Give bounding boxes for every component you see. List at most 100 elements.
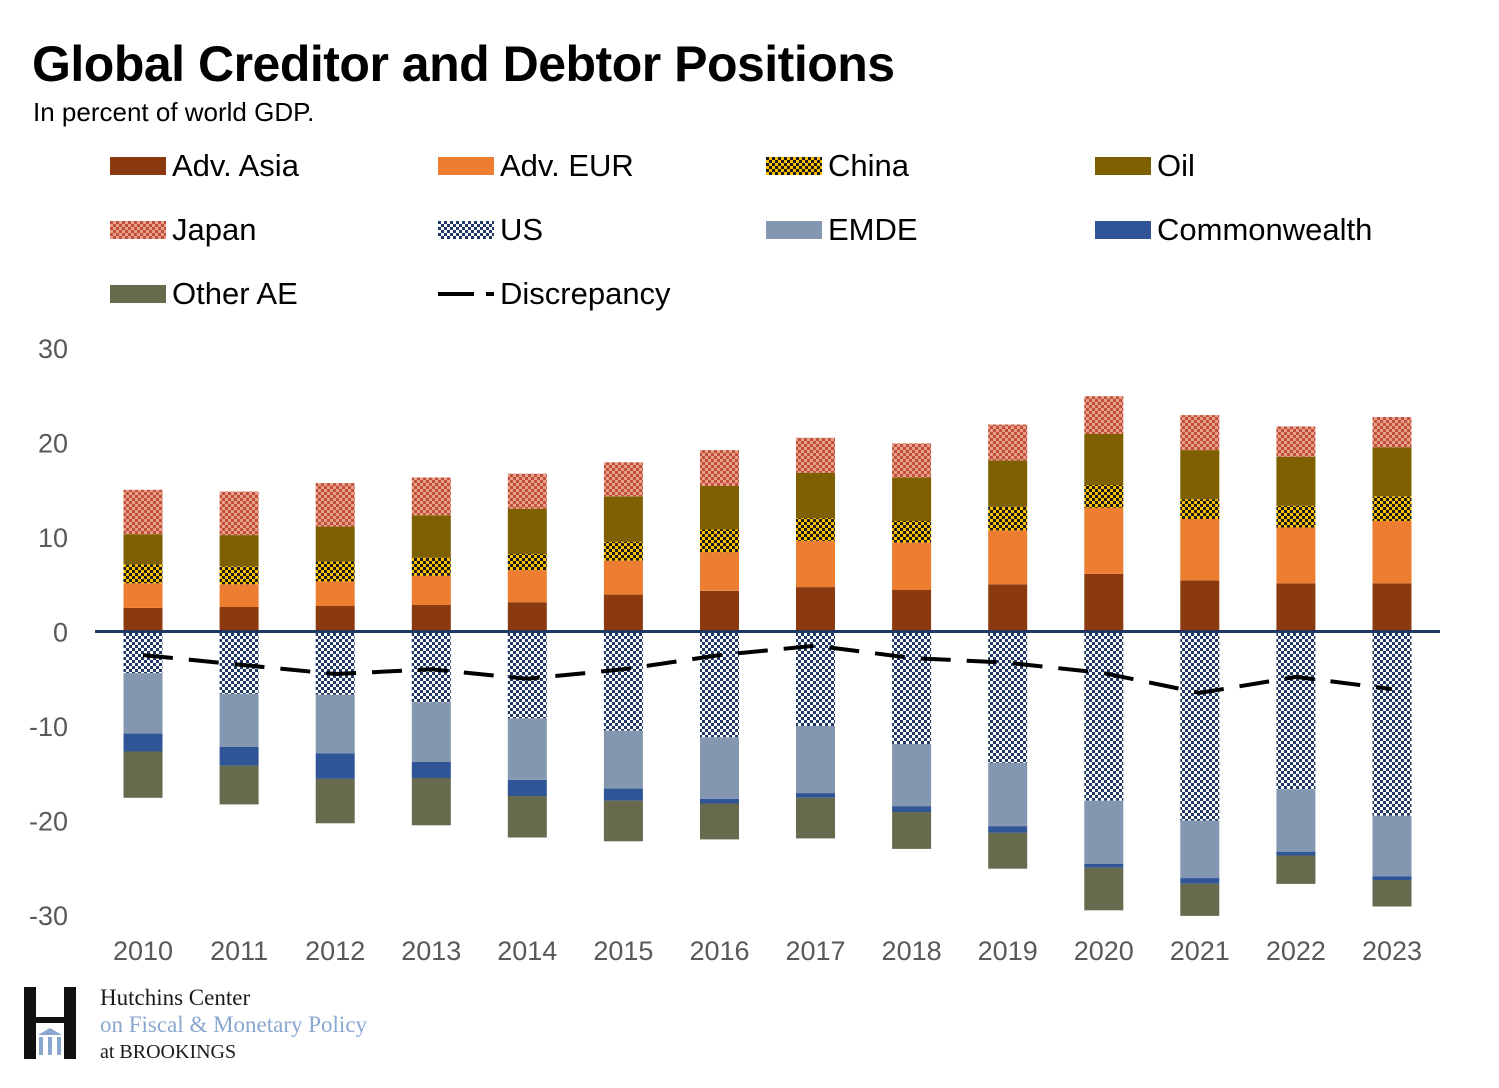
bar-other-ae-2015 <box>603 800 643 842</box>
legend-label-adv-eur: Adv. EUR <box>500 148 634 183</box>
bar-adv-asia-2017 <box>796 587 835 632</box>
bar-oil-2017 <box>796 472 835 519</box>
bar-japan-2014 <box>507 473 547 509</box>
bar-china-2020 <box>1084 485 1124 508</box>
bar-oil-2018 <box>892 477 932 521</box>
bar-japan-2020 <box>1084 396 1124 434</box>
bar-other-ae-2011 <box>219 765 259 805</box>
x-tick-label-2023: 2023 <box>1362 936 1422 966</box>
bar-japan-2019 <box>988 424 1028 461</box>
bar-china-2023 <box>1372 496 1412 521</box>
bar-commonwealth-2017 <box>796 793 835 798</box>
bar-stack-2011 <box>219 491 259 805</box>
bar-stack-2010 <box>123 489 163 798</box>
bar-japan-2021 <box>1180 415 1220 451</box>
bar-commonwealth-2018 <box>892 806 932 812</box>
bar-adv-eur-2017 <box>796 540 835 588</box>
bar-other-ae-2021 <box>1180 883 1220 916</box>
bar-adv-eur-2022 <box>1276 527 1316 584</box>
y-tick-label: -10 <box>29 712 68 742</box>
bar-stack-2014 <box>507 473 547 838</box>
bar-oil-2010 <box>123 534 163 565</box>
bar-adv-asia-2013 <box>411 605 451 632</box>
bar-stack-2021 <box>1180 415 1220 916</box>
x-tick-label-2021: 2021 <box>1170 936 1230 966</box>
legend-item-emde: EMDE <box>766 206 918 254</box>
bar-adv-eur-2011 <box>219 584 259 607</box>
bar-japan-2011 <box>219 491 259 536</box>
legend-label-discrepancy: Discrepancy <box>500 276 671 311</box>
bar-adv-asia-2016 <box>700 590 739 632</box>
bar-oil-2011 <box>219 535 259 567</box>
y-tick-label: -20 <box>29 807 68 837</box>
bar-commonwealth-2016 <box>700 798 739 804</box>
legend-item-other-ae: Other AE <box>110 270 298 318</box>
bar-commonwealth-2012 <box>315 753 355 779</box>
bar-emde-2023 <box>1372 815 1412 877</box>
x-tick-label-2016: 2016 <box>689 936 749 966</box>
bar-stack-2015 <box>603 462 643 842</box>
bar-layer <box>123 396 1412 916</box>
bar-other-ae-2016 <box>700 803 739 840</box>
bar-china-2010 <box>123 564 163 584</box>
bar-adv-asia-2020 <box>1084 573 1124 632</box>
bar-oil-2014 <box>507 508 547 555</box>
bar-emde-2019 <box>988 762 1028 827</box>
bar-stack-2012 <box>315 483 355 824</box>
legend-swatch-commonwealth <box>1095 221 1151 239</box>
bar-adv-eur-2023 <box>1372 520 1412 584</box>
bar-stack-2020 <box>1084 396 1124 911</box>
bar-commonwealth-2015 <box>603 788 643 801</box>
x-tick-label-2019: 2019 <box>978 936 1038 966</box>
bar-adv-eur-2012 <box>315 581 355 606</box>
bar-emde-2012 <box>315 694 355 754</box>
bar-japan-2016 <box>700 450 739 486</box>
bar-adv-eur-2018 <box>892 542 932 590</box>
bar-us-2018 <box>892 631 932 744</box>
x-tick-label-2022: 2022 <box>1266 936 1326 966</box>
legend-item-commonwealth: Commonwealth <box>1095 206 1372 254</box>
bar-emde-2020 <box>1084 800 1124 864</box>
bar-adv-eur-2014 <box>507 570 547 603</box>
bar-emde-2015 <box>603 730 643 789</box>
bar-adv-eur-2016 <box>700 552 739 591</box>
legend-swatch-adv-asia <box>110 157 166 175</box>
bar-adv-eur-2010 <box>123 583 163 608</box>
bar-other-ae-2010 <box>123 751 163 798</box>
bar-oil-2013 <box>411 515 451 558</box>
bar-emde-2010 <box>123 673 163 734</box>
bar-adv-asia-2010 <box>123 607 163 632</box>
x-tick-label-2020: 2020 <box>1074 936 1134 966</box>
discrepancy-layer <box>142 643 1393 695</box>
bar-stack-2016 <box>700 450 739 840</box>
bar-japan-2012 <box>315 483 355 527</box>
discrepancy-line <box>142 643 1393 695</box>
legend-item-adv-asia: Adv. Asia <box>110 142 299 190</box>
x-tick-label-2012: 2012 <box>305 936 365 966</box>
bar-oil-2021 <box>1180 450 1220 500</box>
bar-adv-eur-2013 <box>411 575 451 605</box>
bar-adv-asia-2021 <box>1180 580 1220 632</box>
bar-commonwealth-2021 <box>1180 878 1220 884</box>
bar-emde-2013 <box>411 702 451 762</box>
y-tick-label: 0 <box>53 618 68 648</box>
bar-china-2011 <box>219 566 259 585</box>
bar-commonwealth-2013 <box>411 761 451 778</box>
hutchins-logo-icon <box>24 987 76 1059</box>
legend-label-oil: Oil <box>1157 148 1195 183</box>
bar-oil-2012 <box>315 526 355 562</box>
x-tick-label-2017: 2017 <box>785 936 845 966</box>
bar-china-2019 <box>988 506 1028 531</box>
bar-adv-asia-2012 <box>315 606 355 632</box>
bar-china-2021 <box>1180 499 1220 519</box>
bar-oil-2016 <box>700 486 739 530</box>
x-tick-label-2018: 2018 <box>882 936 942 966</box>
y-tick-label: -30 <box>29 901 68 931</box>
bar-china-2022 <box>1276 505 1316 528</box>
bar-japan-2010 <box>123 489 163 535</box>
legend-swatch-japan <box>110 221 166 239</box>
legend-swatch-us <box>438 221 494 239</box>
legend-item-oil: Oil <box>1095 142 1195 190</box>
bar-china-2016 <box>700 529 739 553</box>
